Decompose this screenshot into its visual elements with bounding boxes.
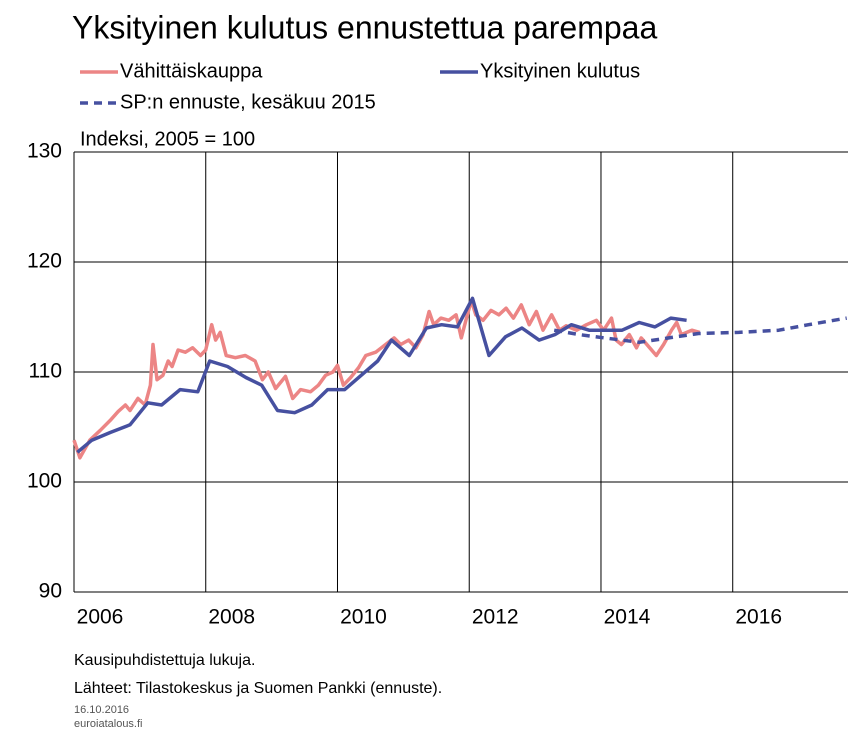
legend-label: SP:n ennuste, kesäkuu 2015 [120,91,376,113]
y-tick-label: 120 [27,250,62,273]
x-tick-label: 2016 [735,606,782,629]
series-line [553,316,847,345]
x-tick-label: 2014 [604,606,651,629]
x-tick-label: 2010 [340,606,387,629]
legend-label: Yksityinen kulutus [480,60,640,82]
note: Lähteet: Tilastokeskus ja Suomen Pankki … [74,680,442,697]
source-site: euroiatalous.fi [74,718,143,730]
x-tick-label: 2012 [472,606,519,629]
series-line [76,296,687,454]
date: 16.10.2016 [74,704,129,716]
chart-title: Yksityinen kulutus ennustettua parempaa [72,9,657,45]
note: Kausipuhdistettuja lukuja. [74,652,255,669]
legend-label: Vähittäiskauppa [120,60,263,82]
x-tick-label: 2006 [77,606,124,629]
y-tick-label: 130 [27,140,62,163]
x-tick-label: 2008 [208,606,255,629]
y-tick-label: 110 [29,360,62,383]
y-tick-label: 90 [39,580,62,603]
y-axis-label: Indeksi, 2005 = 100 [80,128,255,150]
y-tick-label: 100 [27,470,62,493]
series-line [72,298,701,460]
